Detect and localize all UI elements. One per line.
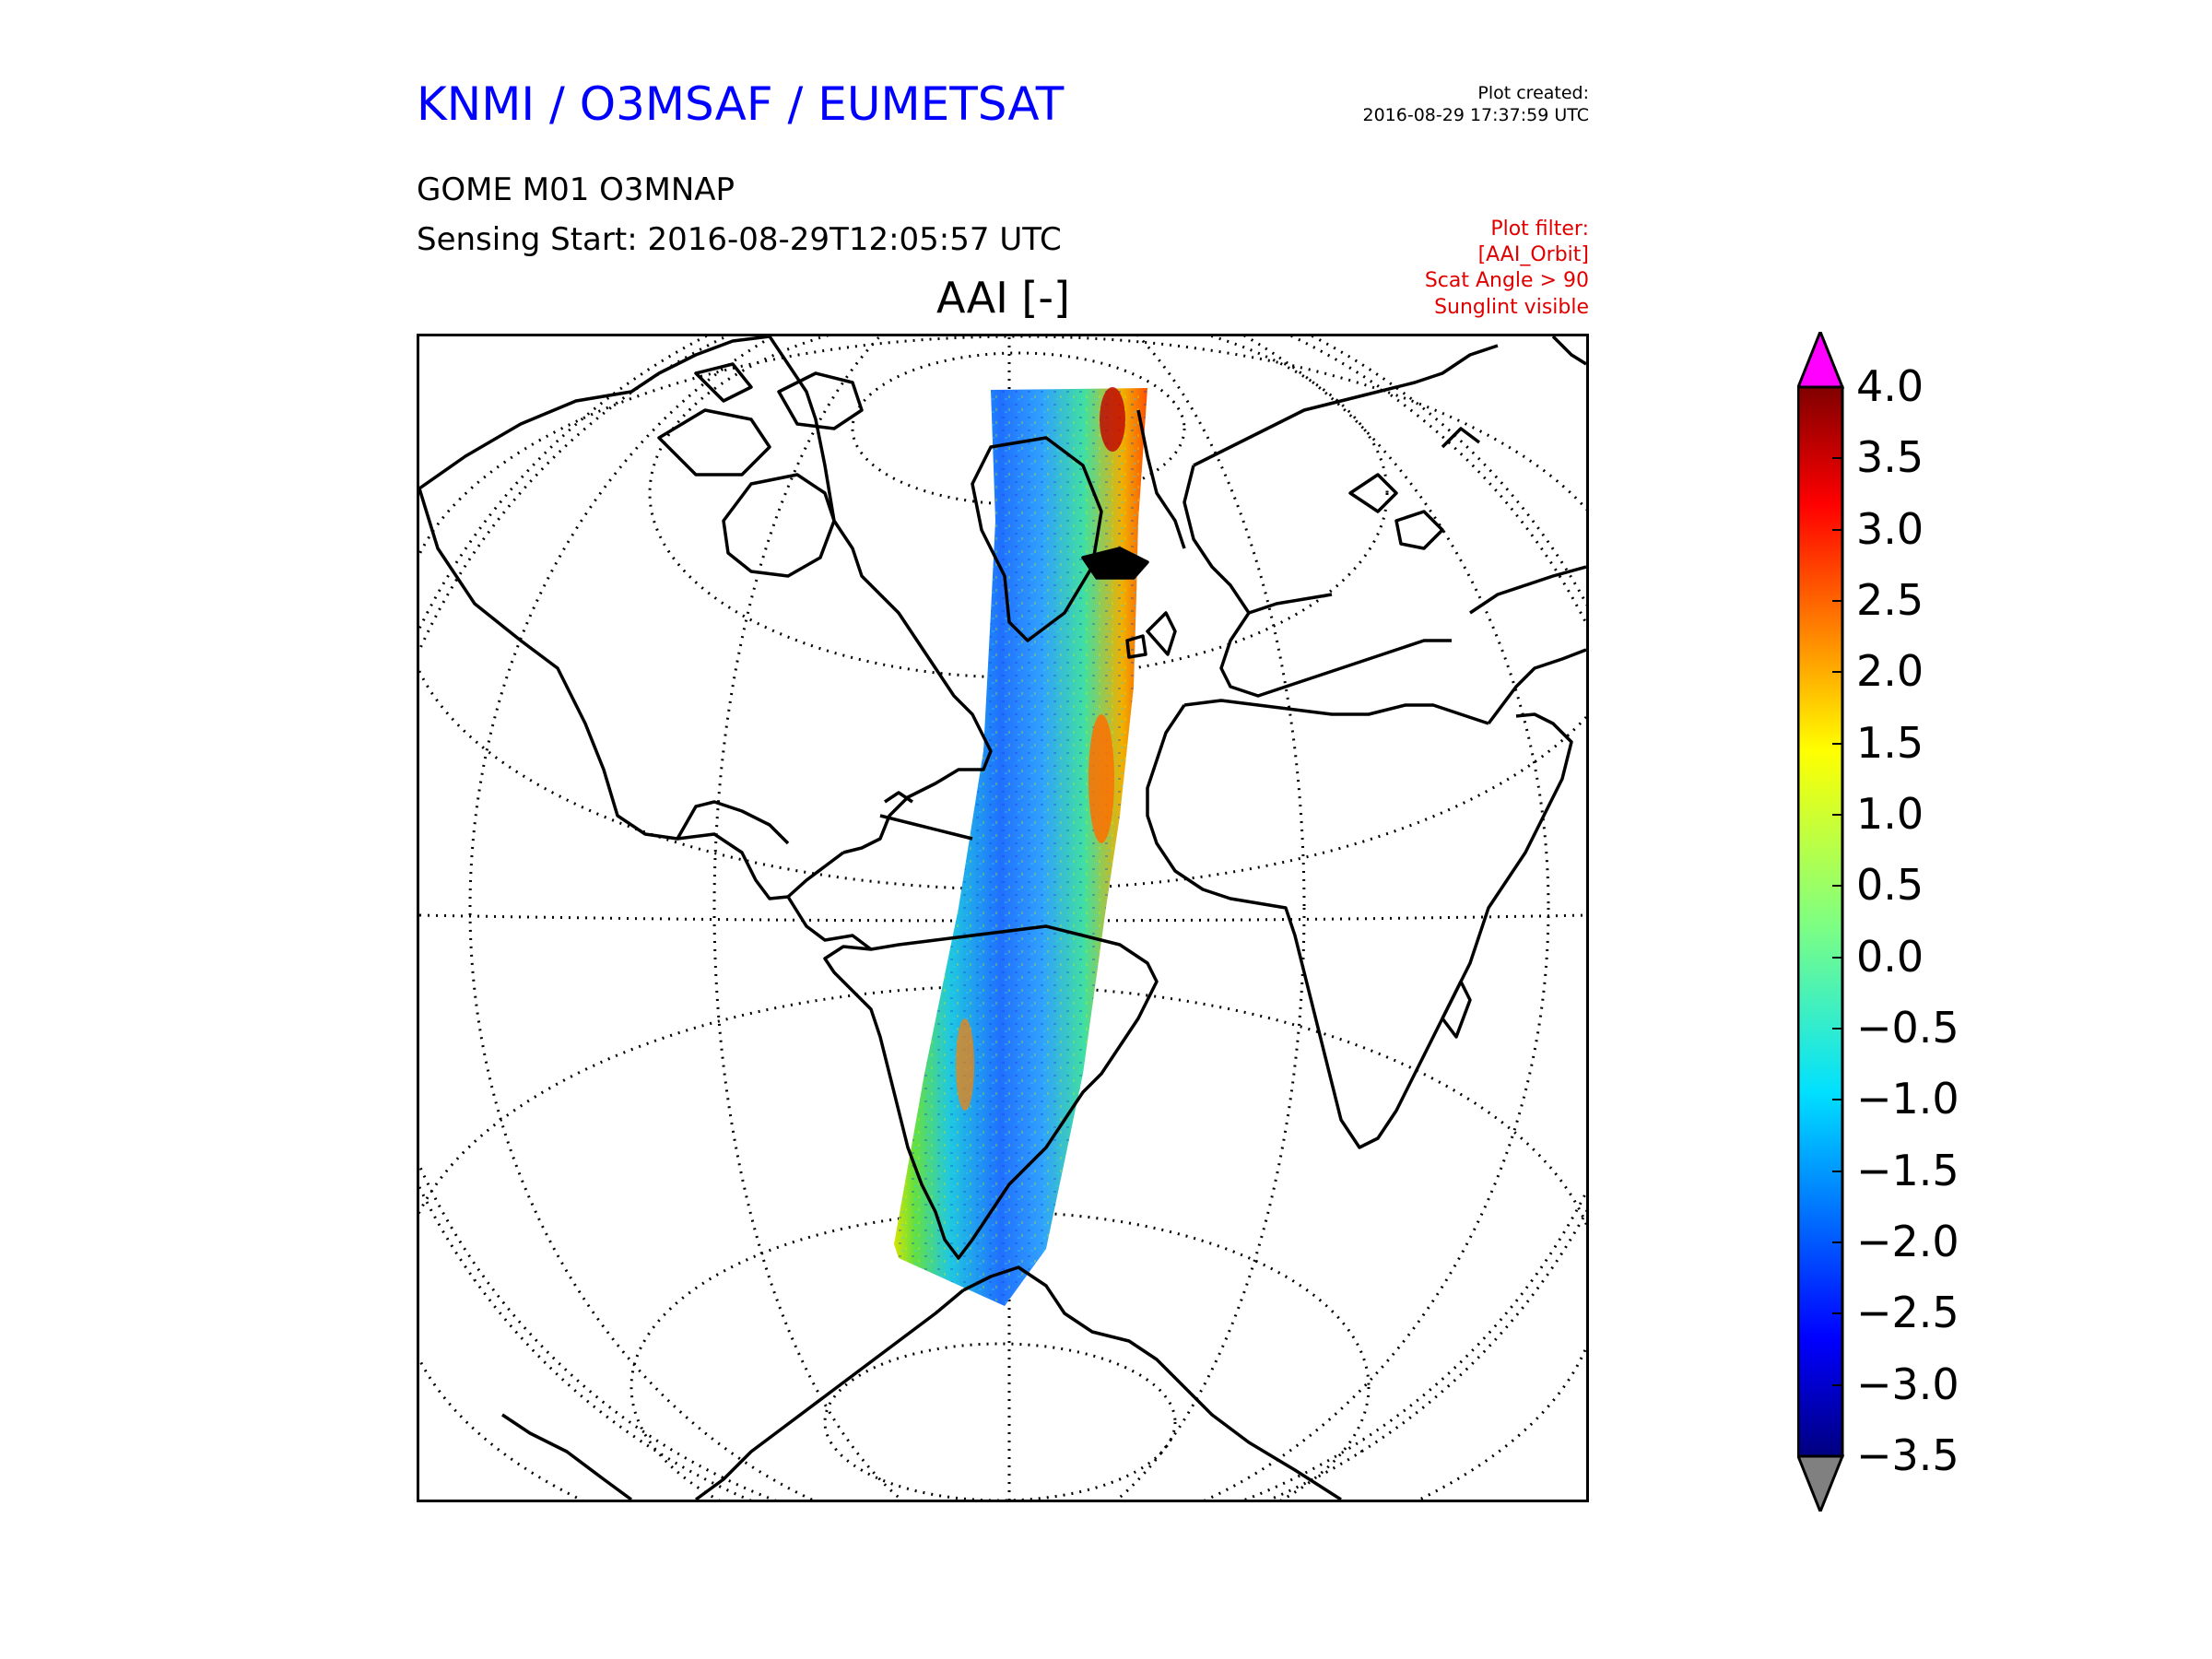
colorbar-tick-label: 1.0 bbox=[1856, 789, 1924, 839]
plot-filter-label: Plot filter: bbox=[1490, 218, 1589, 241]
aai-swath bbox=[894, 387, 1147, 1306]
colorbar-over-extend bbox=[1797, 332, 1845, 389]
colorbar-under-extend bbox=[1797, 1454, 1845, 1512]
plot-created-label: Plot created: bbox=[1477, 83, 1589, 103]
colorbar-gradient bbox=[1797, 385, 1844, 1458]
colorbar-tick-label: 0.5 bbox=[1856, 860, 1924, 910]
variable-title: AAI [-] bbox=[936, 273, 1070, 323]
colorbar-tick-label: 4.0 bbox=[1856, 361, 1924, 411]
colorbar-tick-label: 1.5 bbox=[1856, 718, 1924, 768]
organization-title: KNMI / O3MSAF / EUMETSAT bbox=[417, 77, 1065, 131]
colorbar-tick-label: −2.5 bbox=[1856, 1288, 1959, 1337]
colorbar-tick-label: −3.0 bbox=[1856, 1359, 1959, 1409]
plot-created-time: 2016-08-29 17:37:59 UTC bbox=[1362, 105, 1590, 125]
colorbar-tick-label: −1.5 bbox=[1856, 1146, 1959, 1195]
colorbar-tick-label: −1.0 bbox=[1856, 1074, 1959, 1124]
colorbar-tick-label: 2.5 bbox=[1856, 575, 1924, 625]
product-name: GOME M01 O3MNAP bbox=[417, 171, 735, 208]
plot-filter-scat-angle: Scat Angle > 90 bbox=[1424, 269, 1589, 292]
coastlines bbox=[419, 336, 1586, 1500]
colorbar-tick-label: −3.5 bbox=[1856, 1430, 1959, 1480]
colorbar-ticks bbox=[1832, 386, 1842, 1457]
map-canvas bbox=[419, 336, 1586, 1500]
plot-filter-orbit: [AAI_Orbit] bbox=[1477, 243, 1589, 266]
colorbar-tick-label: 3.5 bbox=[1856, 432, 1924, 482]
colorbar-tick-label: 3.0 bbox=[1856, 504, 1924, 554]
sensing-start: Sensing Start: 2016-08-29T12:05:57 UTC bbox=[417, 221, 1062, 258]
plot-filter-sunglint: Sunglint visible bbox=[1434, 296, 1589, 319]
map-panel bbox=[417, 334, 1589, 1502]
colorbar-tick-label: −0.5 bbox=[1856, 1003, 1959, 1053]
colorbar-tick-label: −2.0 bbox=[1856, 1217, 1959, 1266]
colorbar bbox=[1797, 332, 1845, 1512]
colorbar-tick-label: 2.0 bbox=[1856, 646, 1924, 696]
graticule bbox=[419, 336, 1586, 1500]
colorbar-tick-label: 0.0 bbox=[1856, 932, 1924, 982]
